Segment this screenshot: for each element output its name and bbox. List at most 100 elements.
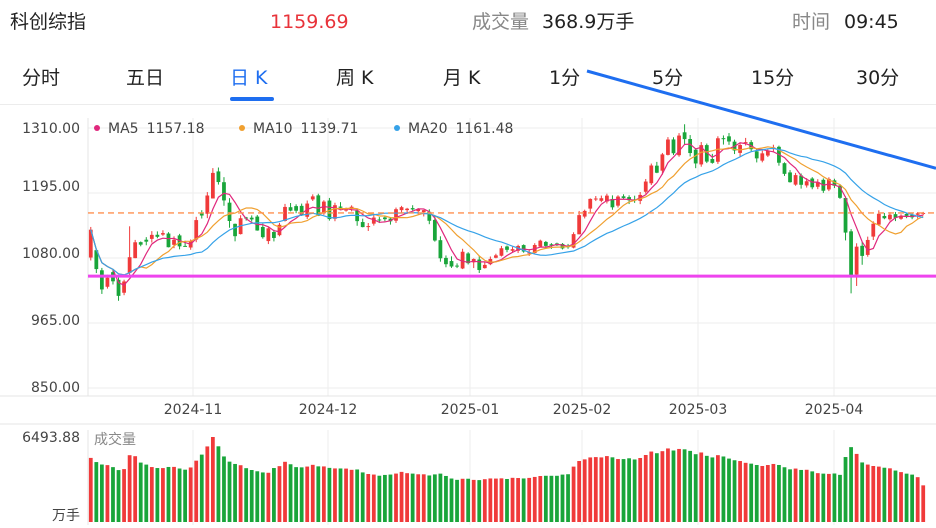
volume-bar	[771, 463, 776, 522]
volume-bar	[643, 454, 648, 522]
volume-bar	[255, 471, 260, 522]
candle-body	[599, 198, 604, 201]
volume-bar	[543, 475, 548, 522]
candle-body	[88, 229, 93, 258]
candle-body	[438, 240, 443, 259]
volume-bar	[88, 457, 93, 522]
candle-body	[754, 151, 759, 159]
volume-bar	[288, 464, 293, 522]
tab-1min[interactable]: 1分	[549, 67, 581, 89]
candle-body	[882, 215, 887, 219]
volume-bar	[338, 468, 343, 522]
candle-body	[321, 201, 326, 214]
volume-max-label: 6493.88	[22, 430, 80, 446]
volume-bar	[205, 446, 210, 522]
candle-body	[277, 224, 282, 236]
volume-bar	[133, 456, 138, 522]
ma20-legend-value: 1161.48	[455, 121, 513, 137]
candle-body	[222, 182, 226, 201]
volume-bar	[893, 470, 898, 522]
candle-body	[799, 175, 804, 185]
volume-bar	[660, 451, 665, 522]
candle-body	[294, 206, 298, 211]
tab-five-day[interactable]: 五日	[126, 67, 165, 89]
volume-bar	[327, 467, 332, 522]
candle-body	[105, 277, 110, 287]
candle-body	[904, 213, 909, 216]
candle-body	[627, 197, 631, 201]
period-tabs: 分时 五日 日 K 周 K 月 K 1分 5分 15分 30分	[0, 56, 936, 104]
volume-bar	[149, 467, 154, 522]
volume-bar	[488, 478, 493, 522]
volume-bar	[421, 474, 426, 522]
volume-bar	[627, 458, 631, 522]
volume-bar	[99, 464, 104, 522]
volume-bar	[815, 473, 820, 522]
candle-body	[366, 226, 371, 228]
candle-body	[116, 279, 121, 296]
candle-body	[610, 198, 615, 208]
volume-bar	[360, 472, 365, 522]
candle-body	[893, 214, 898, 218]
ma10-legend-dot	[239, 125, 245, 131]
volume-bar	[788, 469, 792, 522]
volume-bar	[349, 469, 354, 522]
candle-body	[344, 209, 348, 211]
tab-monthly-k[interactable]: 月 K	[443, 67, 481, 89]
volume-bar	[244, 468, 249, 522]
tab-5min[interactable]: 5分	[652, 67, 684, 89]
volume-bar	[832, 473, 837, 522]
candle-body	[582, 210, 587, 217]
candle-body	[865, 239, 870, 255]
volume-bar	[826, 473, 831, 522]
candle-body	[660, 154, 665, 171]
volume-unit-label: 万手	[52, 508, 80, 524]
volume-bar	[799, 469, 804, 522]
volume-bar	[555, 475, 559, 522]
volume-bar	[688, 450, 693, 522]
y-tick-label: 1080.00	[22, 246, 80, 262]
ma10-line	[90, 146, 924, 276]
volume-panel-label: 成交量	[94, 431, 136, 448]
volume-bar	[860, 462, 865, 522]
volume-bar	[721, 456, 726, 522]
candle-body	[316, 195, 321, 216]
volume-bar	[693, 454, 698, 522]
volume-bar	[405, 473, 409, 522]
volume-bar	[632, 459, 637, 522]
candle-body	[804, 181, 809, 186]
candle-body	[210, 172, 215, 199]
volume-bar	[521, 478, 526, 522]
volume-bar	[871, 466, 876, 522]
volume-bar	[161, 468, 165, 522]
current-price: 1159.69	[270, 11, 349, 33]
ma10-legend-label: MA10	[253, 121, 292, 137]
candle-body	[399, 207, 404, 211]
candle-body	[460, 251, 465, 269]
volume-bar	[355, 469, 360, 522]
tab-daily-k[interactable]: 日 K	[230, 67, 268, 89]
chart-grid	[0, 118, 936, 525]
candle-body	[260, 226, 265, 238]
candle-body	[444, 257, 448, 265]
volume-bar	[238, 465, 243, 522]
volume-bar	[571, 466, 576, 522]
volume-bar	[477, 480, 482, 522]
candle-body	[499, 248, 504, 256]
tab-weekly-k[interactable]: 周 K	[336, 67, 374, 89]
volume-bar	[532, 476, 537, 522]
candle-body	[738, 145, 742, 153]
candle-body	[99, 270, 104, 290]
candle-body	[527, 252, 532, 254]
tab-30min[interactable]: 30分	[856, 67, 900, 89]
volume-bar	[605, 456, 609, 522]
volume-bar	[754, 464, 759, 522]
tab-15min[interactable]: 15分	[751, 67, 795, 89]
candle-body	[571, 234, 576, 248]
volume-bar	[738, 461, 742, 522]
tab-intraday[interactable]: 分时	[22, 67, 61, 89]
candle-body	[327, 200, 332, 220]
candle-body	[138, 242, 143, 245]
